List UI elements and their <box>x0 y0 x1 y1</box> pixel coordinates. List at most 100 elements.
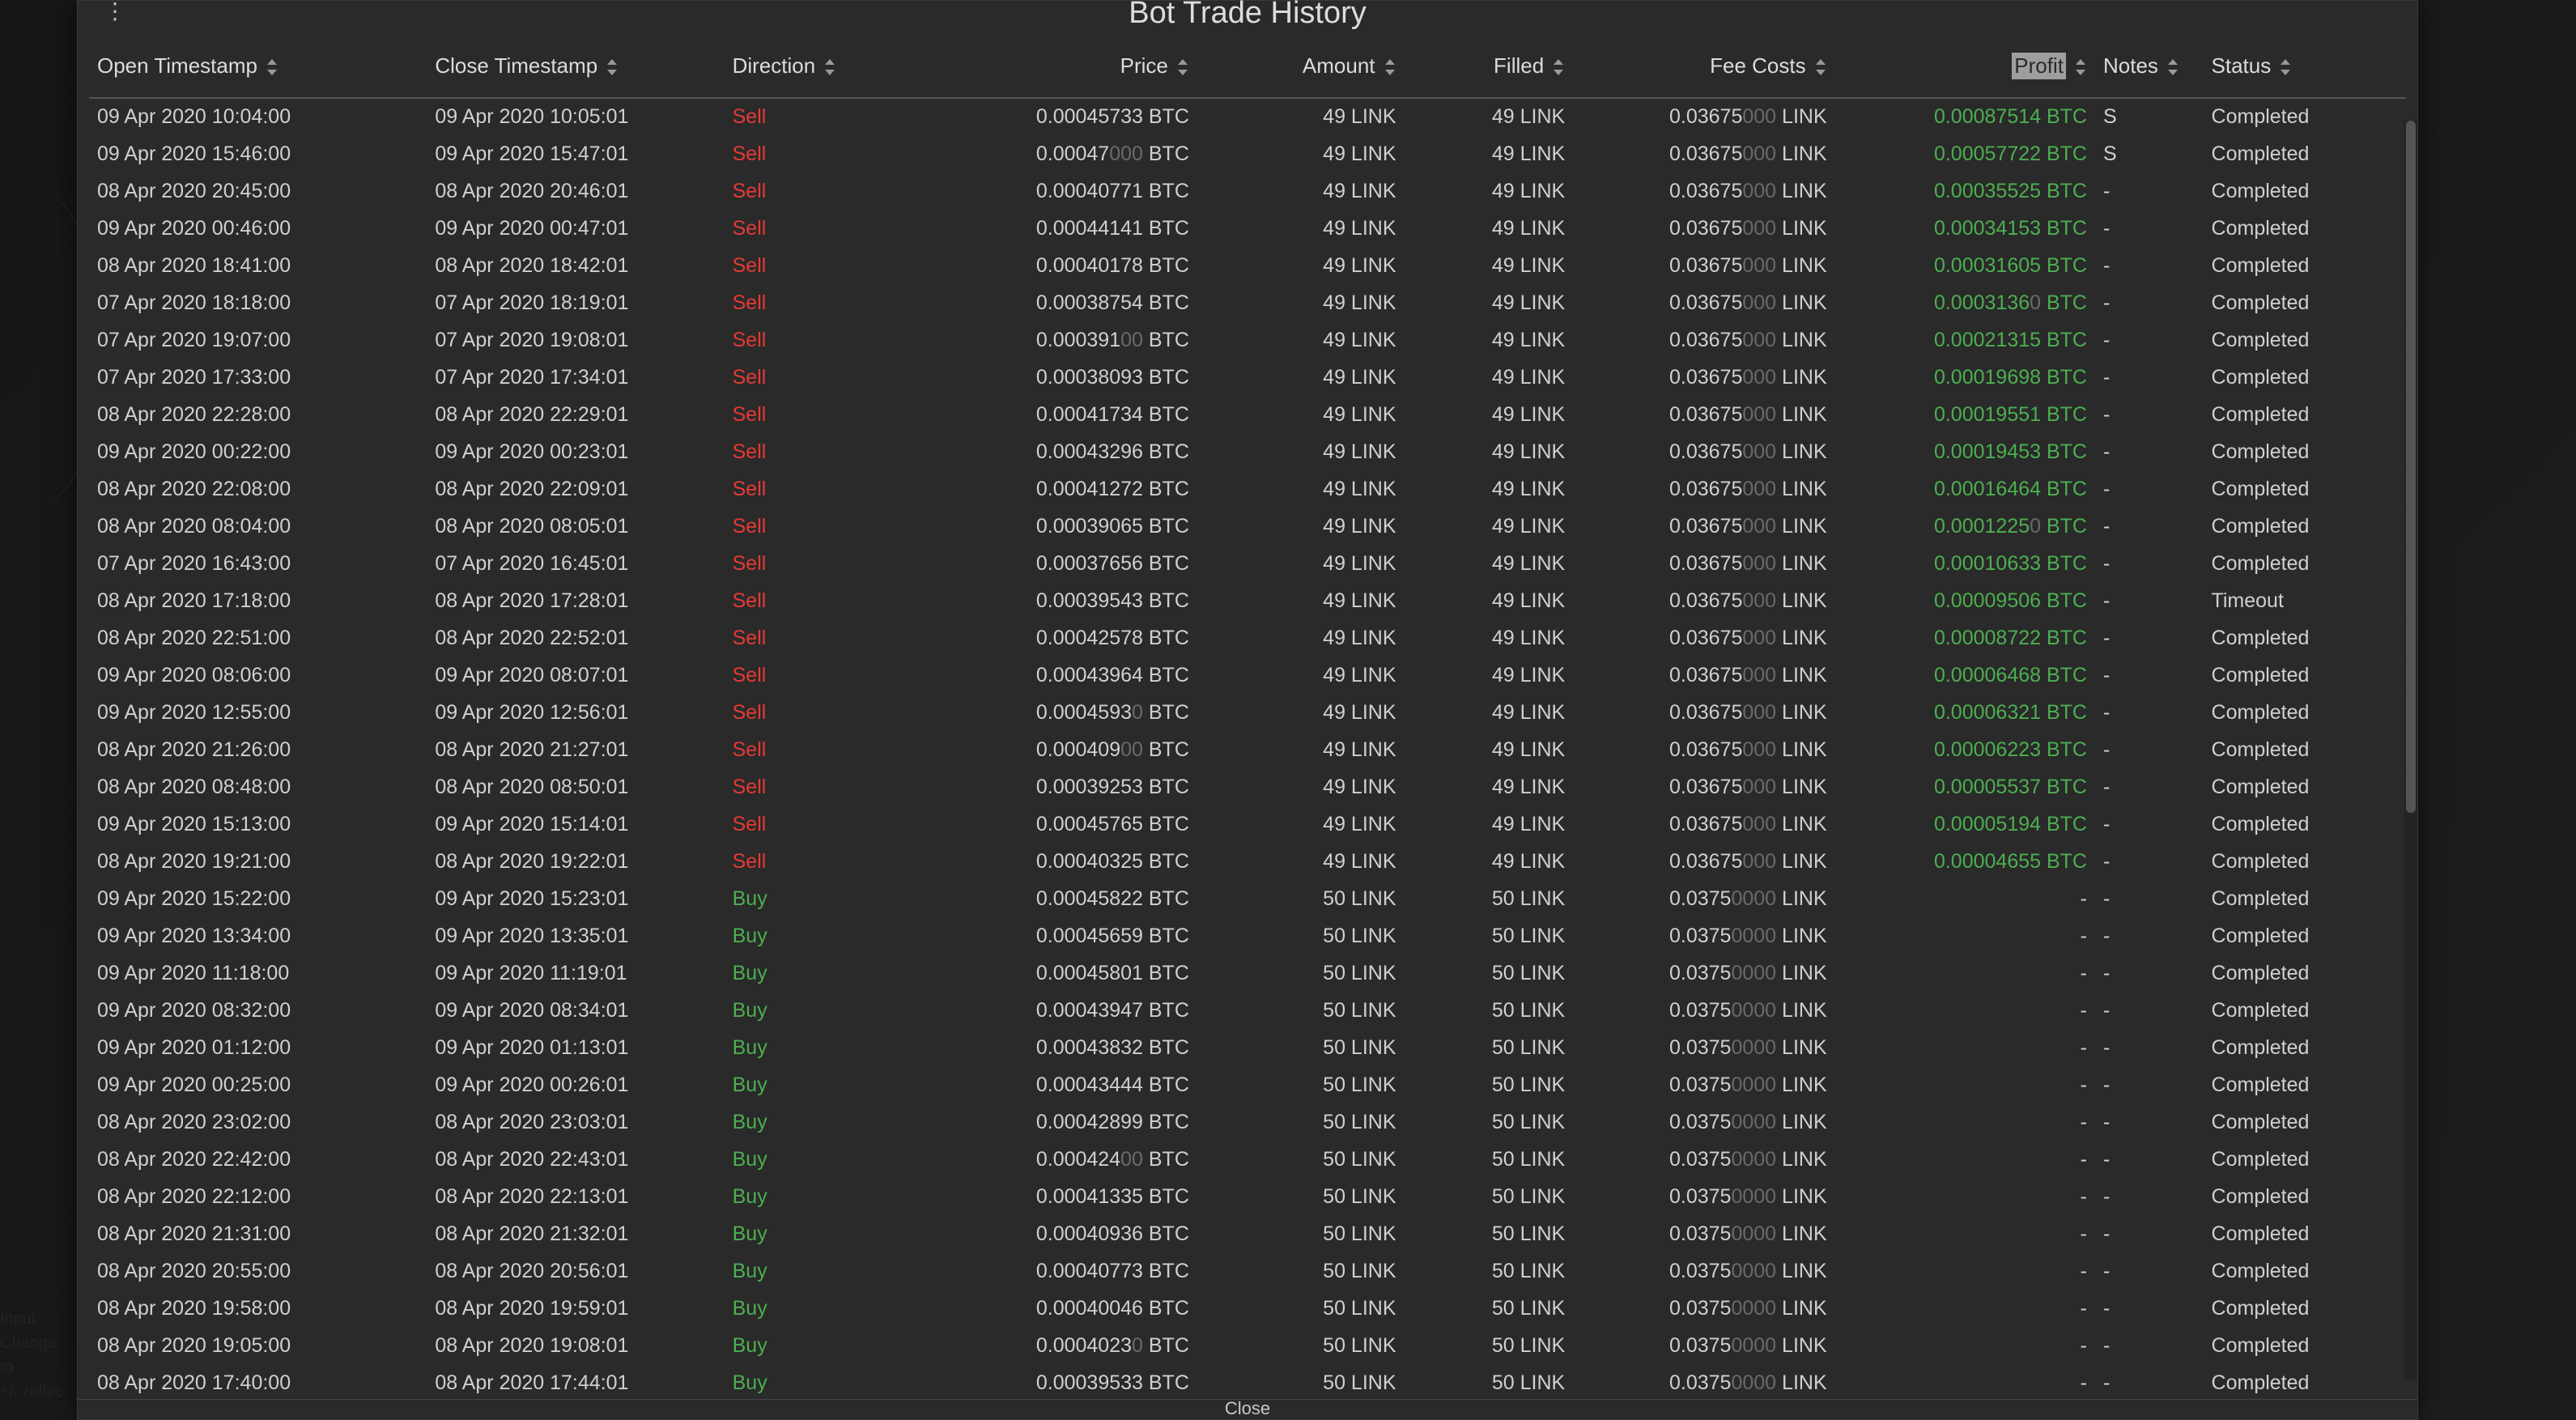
table-row[interactable]: 09 Apr 2020 00:22:0009 Apr 2020 00:23:01… <box>89 433 2406 470</box>
cell-fee: 0.03675000 LINK <box>1573 582 1834 619</box>
table-row[interactable]: 08 Apr 2020 21:31:0008 Apr 2020 21:32:01… <box>89 1215 2406 1252</box>
cell-notes: - <box>2095 843 2204 880</box>
cell-filled: 50 LINK <box>1405 1029 1574 1066</box>
table-row[interactable]: 08 Apr 2020 19:21:0008 Apr 2020 19:22:01… <box>89 843 2406 880</box>
cell-close-ts: 09 Apr 2020 13:35:01 <box>427 917 724 954</box>
table-row[interactable]: 08 Apr 2020 17:18:0008 Apr 2020 17:28:01… <box>89 582 2406 619</box>
cell-status: Completed <box>2204 1103 2406 1141</box>
table-row[interactable]: 08 Apr 2020 08:04:0008 Apr 2020 08:05:01… <box>89 508 2406 545</box>
scrollbar-thumb[interactable] <box>2406 121 2416 813</box>
cell-status: Completed <box>2204 396 2406 433</box>
sort-icon[interactable] <box>1814 57 1827 77</box>
cell-profit: 0.00034153 BTC <box>1835 210 2095 247</box>
table-row[interactable]: 08 Apr 2020 08:48:0008 Apr 2020 08:50:01… <box>89 768 2406 806</box>
cell-price: 0.00045659 BTC <box>893 917 1197 954</box>
cell-notes: - <box>2095 172 2204 210</box>
cell-amount: 49 LINK <box>1197 508 1405 545</box>
table-row[interactable]: 09 Apr 2020 00:25:0009 Apr 2020 00:26:01… <box>89 1066 2406 1103</box>
sort-icon[interactable] <box>1552 57 1565 77</box>
cell-open-ts: 09 Apr 2020 15:13:00 <box>89 806 427 843</box>
cell-open-ts: 07 Apr 2020 16:43:00 <box>89 545 427 582</box>
table-row[interactable]: 07 Apr 2020 19:07:0007 Apr 2020 19:08:01… <box>89 321 2406 359</box>
table-row[interactable]: 09 Apr 2020 11:18:0009 Apr 2020 11:19:01… <box>89 954 2406 992</box>
sort-icon[interactable] <box>266 57 278 77</box>
cell-filled: 49 LINK <box>1405 657 1574 694</box>
kebab-menu-icon[interactable]: ⋮ <box>104 6 126 17</box>
cell-direction: Buy <box>725 1178 894 1215</box>
column-header-close_ts[interactable]: Close Timestamp <box>427 33 724 98</box>
sort-icon[interactable] <box>2166 57 2179 77</box>
cell-direction: Buy <box>725 1252 894 1290</box>
table-row[interactable]: 08 Apr 2020 20:55:0008 Apr 2020 20:56:01… <box>89 1252 2406 1290</box>
table-row[interactable]: 08 Apr 2020 22:42:0008 Apr 2020 22:43:01… <box>89 1141 2406 1178</box>
table-row[interactable]: 09 Apr 2020 15:22:0009 Apr 2020 15:23:01… <box>89 880 2406 917</box>
sort-icon[interactable] <box>1176 57 1189 77</box>
table-row[interactable]: 09 Apr 2020 00:46:0009 Apr 2020 00:47:01… <box>89 210 2406 247</box>
vertical-scrollbar[interactable] <box>2404 121 2417 1380</box>
table-row[interactable]: 09 Apr 2020 15:46:0009 Apr 2020 15:47:01… <box>89 135 2406 172</box>
table-row[interactable]: 07 Apr 2020 16:43:0007 Apr 2020 16:45:01… <box>89 545 2406 582</box>
table-row[interactable]: 08 Apr 2020 17:40:0008 Apr 2020 17:44:01… <box>89 1364 2406 1399</box>
table-row[interactable]: 09 Apr 2020 08:32:0009 Apr 2020 08:34:01… <box>89 992 2406 1029</box>
cell-filled: 50 LINK <box>1405 1066 1574 1103</box>
cell-notes: - <box>2095 768 2204 806</box>
table-row[interactable]: 09 Apr 2020 12:55:0009 Apr 2020 12:56:01… <box>89 694 2406 731</box>
sort-icon[interactable] <box>2279 57 2292 77</box>
column-header-fee[interactable]: Fee Costs <box>1573 33 1834 98</box>
sort-icon[interactable] <box>2074 57 2087 77</box>
table-row[interactable]: 08 Apr 2020 19:05:0008 Apr 2020 19:08:01… <box>89 1327 2406 1364</box>
table-row[interactable]: 08 Apr 2020 23:02:0008 Apr 2020 23:03:01… <box>89 1103 2406 1141</box>
cell-amount: 49 LINK <box>1197 98 1405 135</box>
cell-notes: - <box>2095 321 2204 359</box>
table-row[interactable]: 08 Apr 2020 20:45:0008 Apr 2020 20:46:01… <box>89 172 2406 210</box>
cell-notes: - <box>2095 1029 2204 1066</box>
column-header-direction[interactable]: Direction <box>725 33 894 98</box>
cell-price: 0.00039100 BTC <box>893 321 1197 359</box>
cell-notes: - <box>2095 545 2204 582</box>
column-header-filled[interactable]: Filled <box>1405 33 1574 98</box>
table-row[interactable]: 08 Apr 2020 19:58:0008 Apr 2020 19:59:01… <box>89 1290 2406 1327</box>
cell-profit: - <box>1835 1215 2095 1252</box>
table-row[interactable]: 09 Apr 2020 08:06:0009 Apr 2020 08:07:01… <box>89 657 2406 694</box>
cell-direction: Buy <box>725 1364 894 1399</box>
cell-open-ts: 09 Apr 2020 08:32:00 <box>89 992 427 1029</box>
column-header-open_ts[interactable]: Open Timestamp <box>89 33 427 98</box>
table-row[interactable]: 08 Apr 2020 22:28:0008 Apr 2020 22:29:01… <box>89 396 2406 433</box>
column-header-amount[interactable]: Amount <box>1197 33 1405 98</box>
table-row[interactable]: 07 Apr 2020 18:18:0007 Apr 2020 18:19:01… <box>89 284 2406 321</box>
table-row[interactable]: 08 Apr 2020 22:12:0008 Apr 2020 22:13:01… <box>89 1178 2406 1215</box>
cell-price: 0.00043444 BTC <box>893 1066 1197 1103</box>
column-header-status[interactable]: Status <box>2204 33 2406 98</box>
cell-direction: Sell <box>725 98 894 135</box>
cell-direction: Sell <box>725 657 894 694</box>
table-row[interactable]: 08 Apr 2020 21:26:0008 Apr 2020 21:27:01… <box>89 731 2406 768</box>
table-row[interactable]: 09 Apr 2020 10:04:0009 Apr 2020 10:05:01… <box>89 98 2406 135</box>
table-row[interactable]: 07 Apr 2020 17:33:0007 Apr 2020 17:34:01… <box>89 359 2406 396</box>
table-row[interactable]: 09 Apr 2020 13:34:0009 Apr 2020 13:35:01… <box>89 917 2406 954</box>
sort-icon[interactable] <box>823 57 836 77</box>
table-row[interactable]: 08 Apr 2020 18:41:0008 Apr 2020 18:42:01… <box>89 247 2406 284</box>
cell-open-ts: 08 Apr 2020 22:51:00 <box>89 619 427 657</box>
table-row[interactable]: 09 Apr 2020 15:13:0009 Apr 2020 15:14:01… <box>89 806 2406 843</box>
cell-open-ts: 08 Apr 2020 17:18:00 <box>89 582 427 619</box>
cell-notes: - <box>2095 470 2204 508</box>
cell-profit: 0.00031360 BTC <box>1835 284 2095 321</box>
cell-close-ts: 08 Apr 2020 19:08:01 <box>427 1327 724 1364</box>
cell-amount: 49 LINK <box>1197 396 1405 433</box>
column-header-profit[interactable]: Profit <box>1835 33 2095 98</box>
table-row[interactable]: 08 Apr 2020 22:08:0008 Apr 2020 22:09:01… <box>89 470 2406 508</box>
column-header-notes[interactable]: Notes <box>2095 33 2204 98</box>
cell-filled: 50 LINK <box>1405 1215 1574 1252</box>
cell-profit: 0.00006468 BTC <box>1835 657 2095 694</box>
table-row[interactable]: 09 Apr 2020 01:12:0009 Apr 2020 01:13:01… <box>89 1029 2406 1066</box>
sort-icon[interactable] <box>1384 57 1396 77</box>
cell-notes: - <box>2095 508 2204 545</box>
cell-profit: 0.00009506 BTC <box>1835 582 2095 619</box>
table-row[interactable]: 08 Apr 2020 22:51:0008 Apr 2020 22:52:01… <box>89 619 2406 657</box>
cell-profit: 0.00008722 BTC <box>1835 619 2095 657</box>
cell-direction: Buy <box>725 1103 894 1141</box>
column-header-price[interactable]: Price <box>893 33 1197 98</box>
sort-icon[interactable] <box>606 57 618 77</box>
cell-open-ts: 09 Apr 2020 11:18:00 <box>89 954 427 992</box>
cell-status: Completed <box>2204 359 2406 396</box>
